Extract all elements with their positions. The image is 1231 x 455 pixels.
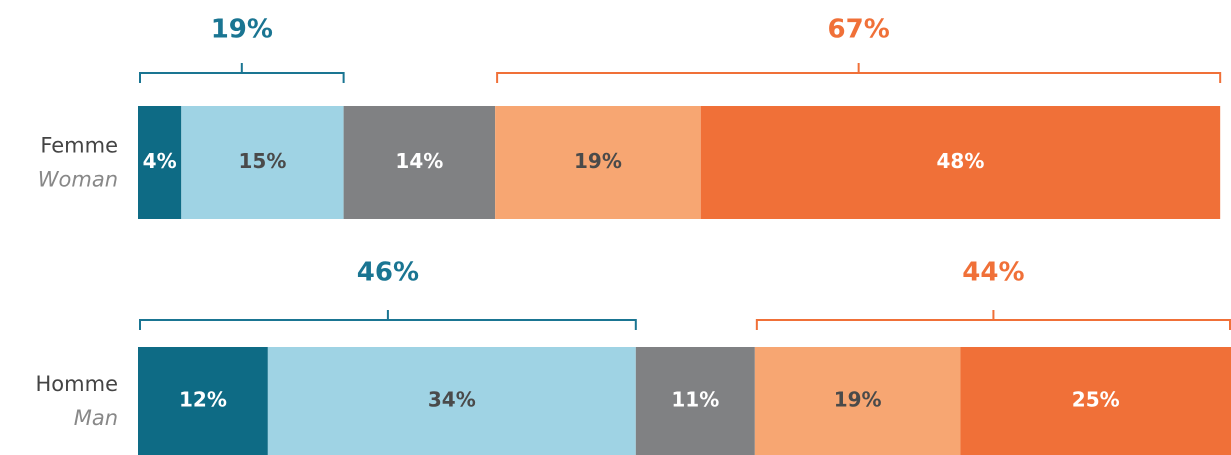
value-label: 15% <box>239 149 287 173</box>
bar-segment <box>138 347 268 455</box>
bracket-label: 67% <box>828 15 890 45</box>
bracket <box>139 310 637 330</box>
value-label: 48% <box>937 149 985 173</box>
bracket-label: 44% <box>962 258 1024 288</box>
bracket <box>496 63 1222 83</box>
bracket-label: 19% <box>211 15 273 45</box>
bar-segment <box>343 106 496 219</box>
bar-segment <box>700 106 1221 219</box>
value-label: 19% <box>834 388 882 412</box>
value-label: 34% <box>428 388 476 412</box>
bar-segment <box>754 347 961 455</box>
value-label: 11% <box>671 388 719 412</box>
value-label: 4% <box>143 149 177 173</box>
bracket-label: 46% <box>357 258 419 288</box>
category-translation: Woman <box>38 168 118 192</box>
category-label: Femme <box>40 134 118 158</box>
bar-segment <box>495 106 701 219</box>
bar-segment <box>635 347 755 455</box>
bracket <box>139 63 345 83</box>
bar-segment <box>267 347 636 455</box>
bracket <box>755 310 1231 330</box>
value-label: 14% <box>395 149 443 173</box>
value-label: 25% <box>1072 388 1120 412</box>
category-label: Homme <box>36 372 118 396</box>
value-label: 12% <box>179 388 227 412</box>
value-label: 19% <box>574 149 622 173</box>
category-translation: Man <box>74 406 118 430</box>
bar-segment <box>181 106 344 219</box>
bar-segment <box>960 347 1231 455</box>
bar-segment <box>138 106 182 219</box>
